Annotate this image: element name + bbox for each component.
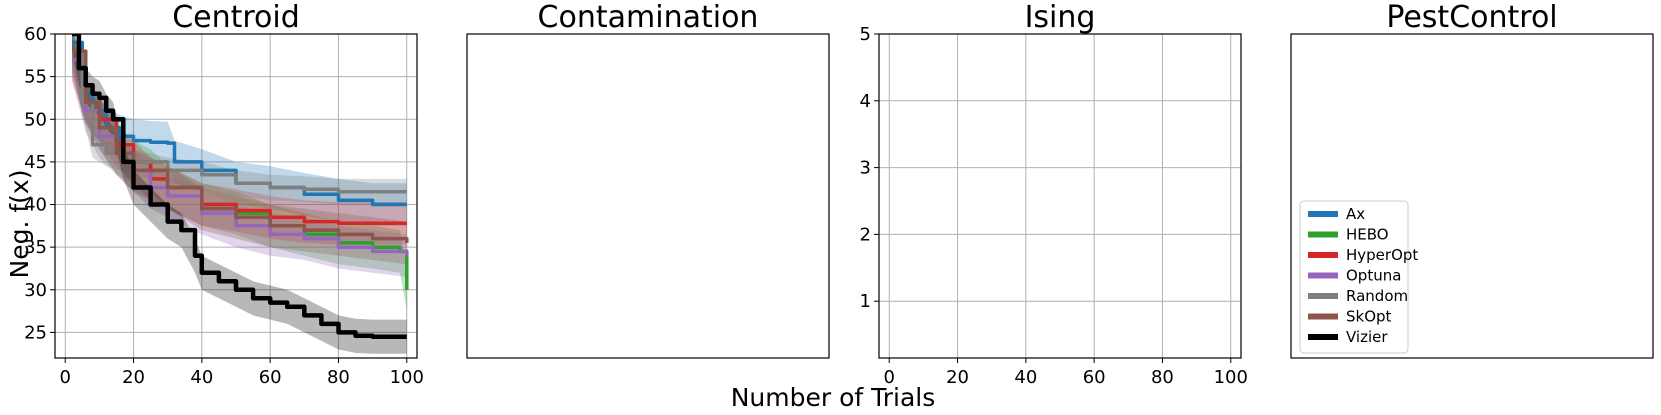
line-ax	[896, 34, 1231, 281]
band-vizier	[896, 31, 1231, 354]
band-hebo	[72, 34, 407, 312]
axes-frame	[466, 33, 830, 359]
x-tick-label: 60	[259, 367, 282, 388]
x-tick-label: 0	[884, 367, 895, 388]
y-tick-label: 1	[860, 291, 871, 312]
tick-labels: 0 20 40 60 80 100 25 30 35 40 45 50 55 60	[24, 24, 424, 388]
x-tick-label: 100	[1214, 367, 1248, 388]
x-tick-label: 80	[327, 367, 350, 388]
y-tick-label: 2	[860, 224, 871, 245]
line-vizier	[72, 34, 407, 339]
band-hyperopt	[72, 38, 407, 245]
y-tick-label: 45	[24, 152, 47, 173]
x-tick-label: 40	[1014, 367, 1037, 388]
legend-label-vizier: Vizier	[1346, 328, 1388, 346]
line-optuna	[896, 34, 1231, 298]
y-tick-label: 40	[24, 195, 47, 216]
panel-title: Contamination	[538, 0, 759, 35]
series-lines	[896, 34, 1231, 350]
band-random	[896, 24, 1231, 261]
y-tick-label: 25	[24, 322, 47, 343]
band-skopt	[896, 26, 1231, 353]
panel-title: PestControl	[1386, 0, 1557, 35]
line-ax	[72, 40, 407, 207]
y-tick-label: 55	[24, 67, 47, 88]
panel-title: Centroid	[172, 0, 300, 35]
axes-frame	[878, 33, 1242, 359]
legend-label-hyperopt: HyperOpt	[1346, 246, 1418, 264]
grid	[879, 33, 1241, 358]
legend-items: Ax HEBO HyperOpt Optuna Random SkOpt Vizier	[1308, 205, 1418, 346]
confidence-bands	[896, 17, 1231, 353]
x-tick-label: 20	[122, 367, 145, 388]
legend-label-skopt: SkOpt	[1346, 308, 1392, 326]
line-skopt	[72, 49, 409, 243]
x-tick-label: 80	[1151, 367, 1174, 388]
confidence-bands	[72, 34, 407, 354]
legend-label-hebo: HEBO	[1346, 226, 1389, 244]
y-tick-label: 60	[24, 24, 47, 45]
line-random	[896, 34, 1231, 251]
panel-contamination: Contamination 0 20 40 60 80 100 1 2 3 4 5	[466, 0, 1248, 388]
panel-ising: Ising	[878, 0, 1242, 359]
band-optuna	[896, 17, 1231, 314]
legend: Ax HEBO HyperOpt Optuna Random SkOpt Vizier	[1299, 200, 1418, 354]
line-random	[72, 49, 407, 194]
x-tick-label: 100	[390, 367, 424, 388]
y-tick-label: 35	[24, 237, 47, 258]
axes-frame	[54, 33, 418, 359]
series-lines	[72, 34, 409, 339]
x-tick-label: 60	[1083, 367, 1106, 388]
tick-labels: 0 20 40 60 80 100 1 2 3 4 5	[860, 24, 1248, 388]
y-tick-label: 5	[860, 24, 871, 45]
legend-label-optuna: Optuna	[1346, 267, 1401, 285]
y-tick-label: 3	[860, 158, 871, 179]
x-tick-label: 20	[946, 367, 969, 388]
line-vizier	[896, 34, 1231, 350]
legend-label-ax: Ax	[1346, 205, 1365, 223]
line-hyperopt	[896, 34, 1231, 291]
band-hyperopt	[896, 17, 1231, 308]
y-tick-label: 30	[24, 280, 47, 301]
band-ax	[896, 21, 1231, 295]
legend-label-random: Random	[1346, 287, 1408, 305]
line-skopt	[896, 34, 1231, 345]
axes-frame	[1290, 33, 1654, 359]
panel-title: Ising	[1025, 0, 1096, 35]
panel-centroid: Centroid 0 20 40 60 80 100 25 30 35 40 45 50 55 60	[24, 0, 424, 388]
y-tick-label: 50	[24, 109, 47, 130]
panel-pestcontrol: PestControl	[1290, 0, 1654, 359]
x-axis-label: Number of Trials	[731, 383, 936, 412]
band-hebo	[896, 26, 1231, 346]
x-tick-label: 40	[190, 367, 213, 388]
band-ax	[72, 34, 407, 226]
y-axis-label: Neg. f(x)	[5, 170, 34, 279]
x-tick-label: 0	[60, 367, 71, 388]
y-tick-label: 4	[860, 91, 871, 112]
line-hebo	[896, 34, 1231, 338]
